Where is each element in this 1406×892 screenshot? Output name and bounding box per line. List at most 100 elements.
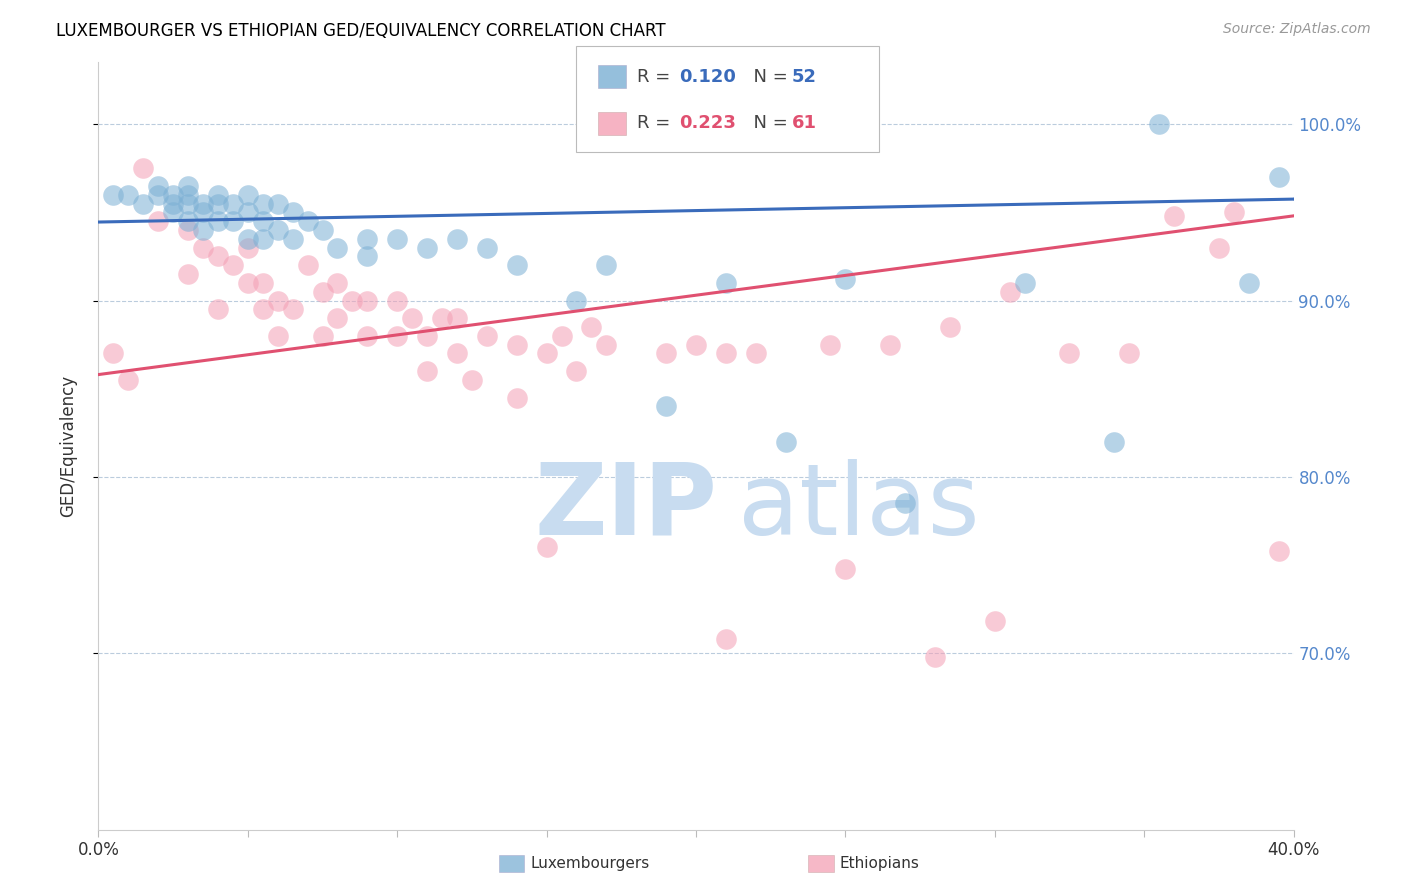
Point (401, 311, 423, 326)
Point (222, 214, 245, 228)
Point (191, 223, 214, 237)
Point (1267, 544, 1289, 558)
Point (267, 223, 290, 237)
Point (1059, 346, 1081, 360)
Text: Source: ZipAtlas.com: Source: ZipAtlas.com (1223, 22, 1371, 37)
Point (475, 328, 498, 343)
Text: N =: N = (742, 68, 794, 86)
Point (132, 161, 155, 176)
Point (103, 187, 125, 202)
Point (177, 223, 200, 237)
Text: atlas: atlas (738, 458, 980, 556)
Point (207, 187, 229, 202)
Point (820, 337, 842, 351)
Point (326, 241, 349, 255)
Point (177, 214, 200, 228)
Point (252, 276, 274, 290)
Point (132, 196, 155, 211)
Point (281, 232, 304, 246)
Text: R =: R = (637, 114, 676, 132)
Point (191, 205, 214, 219)
Point (506, 337, 529, 351)
Point (834, 272, 856, 286)
Point (222, 258, 245, 272)
Point (416, 241, 439, 255)
Point (475, 241, 498, 255)
Point (177, 267, 200, 281)
Point (446, 311, 468, 326)
Point (252, 232, 274, 246)
Text: ZIP: ZIP (534, 458, 717, 556)
Point (236, 241, 259, 255)
Point (356, 249, 378, 263)
Point (506, 391, 529, 405)
Point (162, 187, 184, 202)
Point (1104, 434, 1126, 449)
Point (775, 434, 797, 449)
Point (207, 249, 229, 263)
Point (236, 205, 259, 219)
Point (998, 285, 1021, 299)
Point (1208, 241, 1230, 255)
Text: 61: 61 (792, 114, 817, 132)
Point (281, 302, 304, 317)
Point (714, 276, 737, 290)
Point (177, 196, 200, 211)
Point (236, 232, 259, 246)
Point (148, 214, 170, 228)
Point (385, 328, 409, 343)
Point (117, 373, 139, 387)
Point (430, 311, 453, 326)
Point (550, 328, 572, 343)
Point (222, 196, 245, 211)
Point (356, 293, 378, 308)
Point (416, 364, 439, 378)
Point (385, 232, 409, 246)
Text: N =: N = (742, 114, 794, 132)
Point (297, 214, 319, 228)
Point (191, 241, 214, 255)
Text: Ethiopians: Ethiopians (839, 856, 920, 871)
Point (207, 196, 229, 211)
Point (1237, 276, 1260, 290)
Point (939, 320, 962, 334)
Point (536, 346, 558, 360)
Point (311, 328, 333, 343)
Text: 52: 52 (792, 68, 817, 86)
Point (685, 337, 707, 351)
Point (834, 561, 856, 575)
Point (281, 205, 304, 219)
Point (446, 232, 468, 246)
Text: Luxembourgers: Luxembourgers (530, 856, 650, 871)
Point (565, 364, 588, 378)
Point (924, 649, 946, 664)
Text: R =: R = (637, 68, 676, 86)
Point (416, 328, 439, 343)
Point (1118, 346, 1140, 360)
Y-axis label: GED/Equivalency: GED/Equivalency (59, 375, 77, 517)
Point (714, 632, 737, 646)
Point (103, 346, 125, 360)
Point (297, 258, 319, 272)
Point (267, 196, 290, 211)
Point (581, 320, 603, 334)
Point (356, 328, 378, 343)
Point (536, 541, 558, 555)
Point (1163, 209, 1185, 223)
Point (385, 293, 409, 308)
Point (267, 293, 290, 308)
Point (714, 346, 737, 360)
Point (326, 311, 349, 326)
Point (177, 178, 200, 193)
Point (177, 187, 200, 202)
Point (1147, 117, 1170, 131)
Point (162, 205, 184, 219)
Point (1014, 276, 1036, 290)
Text: LUXEMBOURGER VS ETHIOPIAN GED/EQUIVALENCY CORRELATION CHART: LUXEMBOURGER VS ETHIOPIAN GED/EQUIVALENC… (56, 22, 666, 40)
Point (236, 187, 259, 202)
Point (236, 276, 259, 290)
Point (252, 302, 274, 317)
Point (207, 302, 229, 317)
Point (655, 346, 678, 360)
Point (595, 337, 617, 351)
